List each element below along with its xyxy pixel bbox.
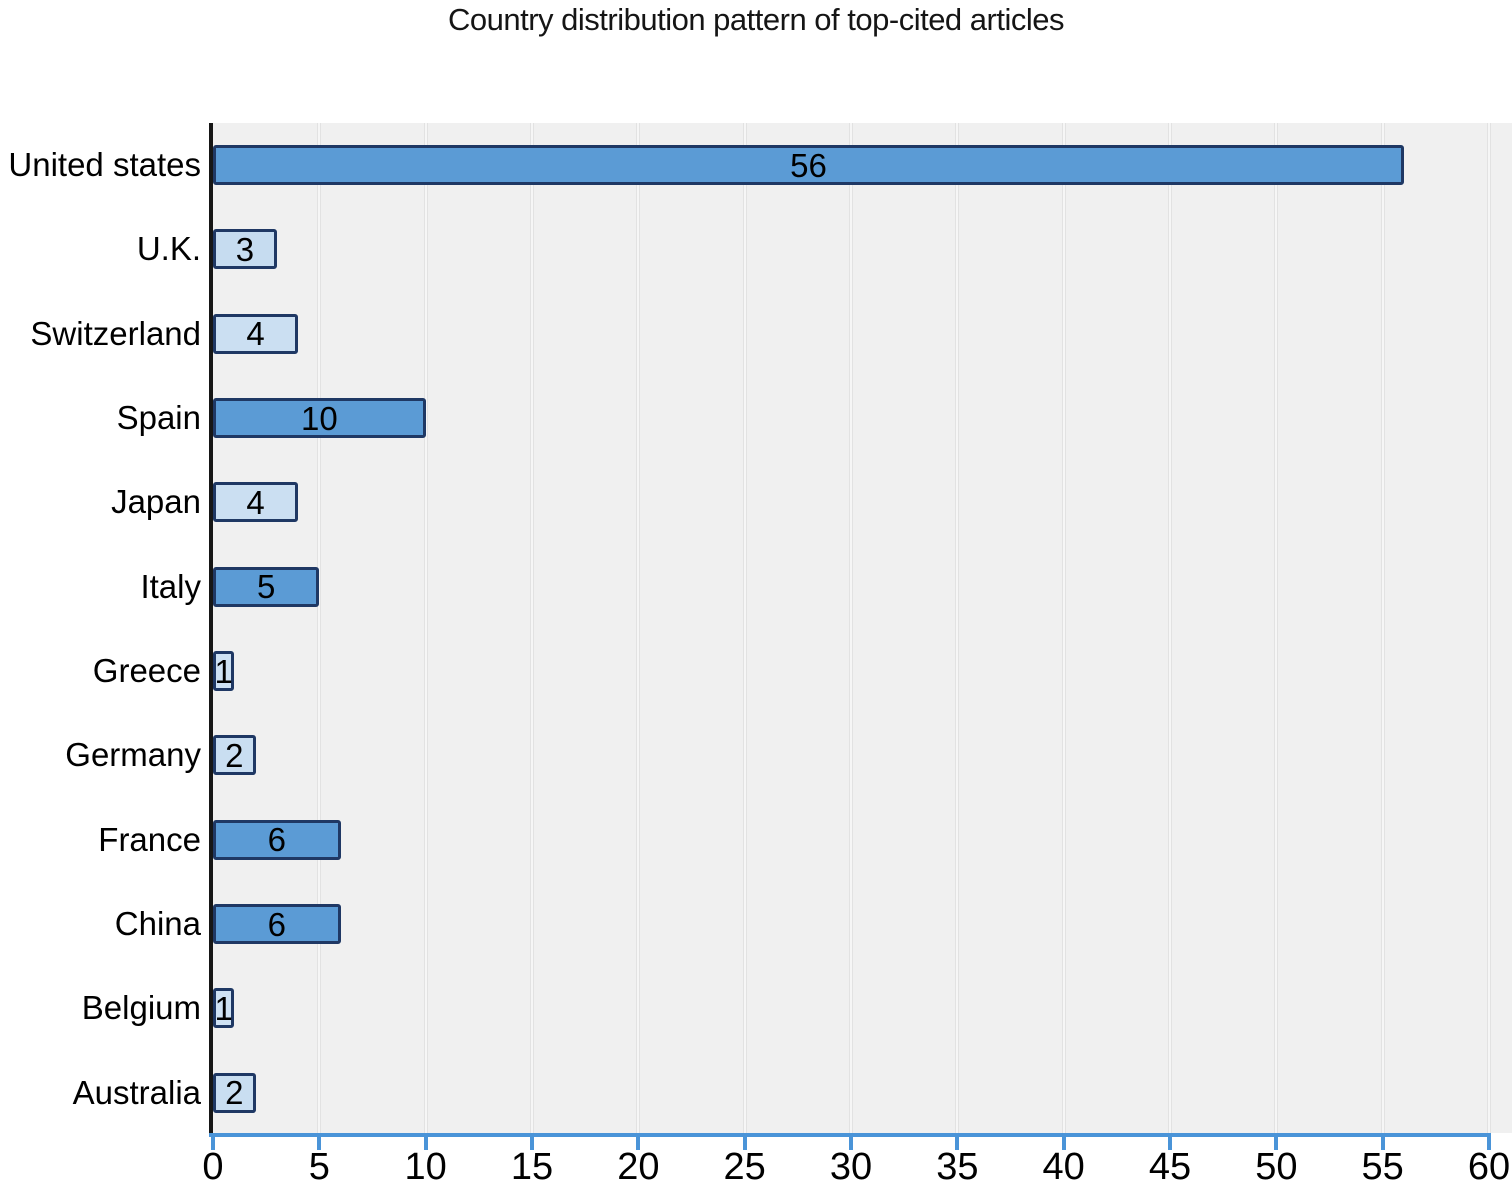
category-label: Germany: [65, 736, 201, 774]
x-axis-tick-label: 30: [829, 1146, 873, 1187]
bar: 56: [213, 145, 1404, 186]
x-axis-line: [209, 1133, 1491, 1137]
gridline: [1061, 123, 1066, 1133]
x-axis-tick-label: 40: [1042, 1146, 1085, 1187]
x-axis-tick: [1380, 1137, 1385, 1150]
category-label: United states: [8, 146, 201, 184]
bar: 4: [213, 313, 299, 354]
bar: 5: [213, 566, 320, 607]
category-label: Belgium: [81, 989, 201, 1027]
bar-value-label: 10: [300, 399, 338, 437]
x-axis-tick-label: 55: [1361, 1146, 1404, 1187]
x-axis-tick: [849, 1137, 853, 1150]
gridline: [1274, 123, 1279, 1133]
gridline: [530, 123, 534, 1133]
x-axis-tick: [1168, 1137, 1172, 1150]
category-label: China: [114, 905, 201, 943]
category-label: Switzerland: [30, 314, 201, 352]
category-label: Japan: [111, 483, 201, 521]
x-axis-tick: [211, 1137, 215, 1150]
gridline: [1168, 123, 1172, 1133]
x-axis-tick: [1487, 1137, 1492, 1150]
bar: 10: [213, 398, 426, 439]
category-label: U.K.: [136, 230, 201, 268]
bar-value-label: 6: [267, 905, 286, 943]
gridline: [849, 123, 853, 1133]
x-axis-tick-label: 5: [308, 1146, 330, 1187]
bar-value-label: 6: [267, 821, 286, 859]
gridline: [1487, 123, 1492, 1133]
x-axis-tick-label: 45: [1148, 1146, 1192, 1187]
x-axis-tick-label: 35: [936, 1146, 979, 1187]
bar: 4: [213, 482, 299, 523]
x-axis-tick-label: 10: [404, 1146, 447, 1187]
bar-value-label: 4: [246, 315, 265, 353]
x-axis-tick: [423, 1137, 428, 1150]
category-label: Greece: [92, 652, 201, 690]
x-axis-tick-label: 15: [510, 1146, 554, 1187]
bar-value-label: 4: [246, 483, 265, 521]
x-axis-tick: [636, 1137, 641, 1150]
x-axis-tick-label: 25: [723, 1146, 766, 1187]
bar: 1: [213, 651, 235, 692]
bar: 1: [213, 988, 235, 1029]
category-label: France: [98, 820, 201, 858]
bar-value-label: 2: [225, 736, 244, 774]
y-axis-line: [209, 123, 213, 1135]
x-axis-tick-label: 50: [1255, 1146, 1298, 1187]
gridline: [742, 123, 747, 1133]
gridline: [1380, 123, 1385, 1133]
x-axis-tick: [742, 1137, 747, 1150]
gridline: [317, 123, 322, 1133]
bar: 3: [213, 229, 277, 270]
bar: 6: [213, 819, 341, 860]
bar-value-label: 3: [235, 230, 255, 268]
bar: 2: [213, 1072, 256, 1113]
x-axis-tick-label: 0: [202, 1146, 224, 1187]
bar-value-label: 56: [790, 146, 827, 184]
bar-value-label: 1: [214, 652, 233, 690]
bar: 2: [213, 735, 256, 776]
gridline: [636, 123, 641, 1133]
x-axis-tick: [1061, 1137, 1066, 1150]
chart-title: Country distribution pattern of top-cite…: [448, 2, 1064, 37]
bar: 6: [213, 904, 341, 945]
x-axis-tick: [317, 1137, 322, 1150]
category-label: Italy: [140, 567, 201, 605]
bar-value-label: 5: [256, 568, 276, 606]
x-axis-tick: [530, 1137, 534, 1150]
gridline: [423, 123, 428, 1133]
x-axis-tick-label: 60: [1467, 1146, 1511, 1187]
x-axis-tick: [955, 1137, 960, 1150]
x-axis-tick-label: 20: [617, 1146, 660, 1187]
category-label: Spain: [116, 399, 201, 437]
x-axis-tick: [1274, 1137, 1279, 1150]
bar-value-label: 1: [214, 989, 233, 1027]
gridline: [955, 123, 960, 1133]
bar-value-label: 2: [225, 1074, 244, 1112]
category-label: Australia: [72, 1073, 201, 1111]
plot-area: [213, 123, 1512, 1133]
